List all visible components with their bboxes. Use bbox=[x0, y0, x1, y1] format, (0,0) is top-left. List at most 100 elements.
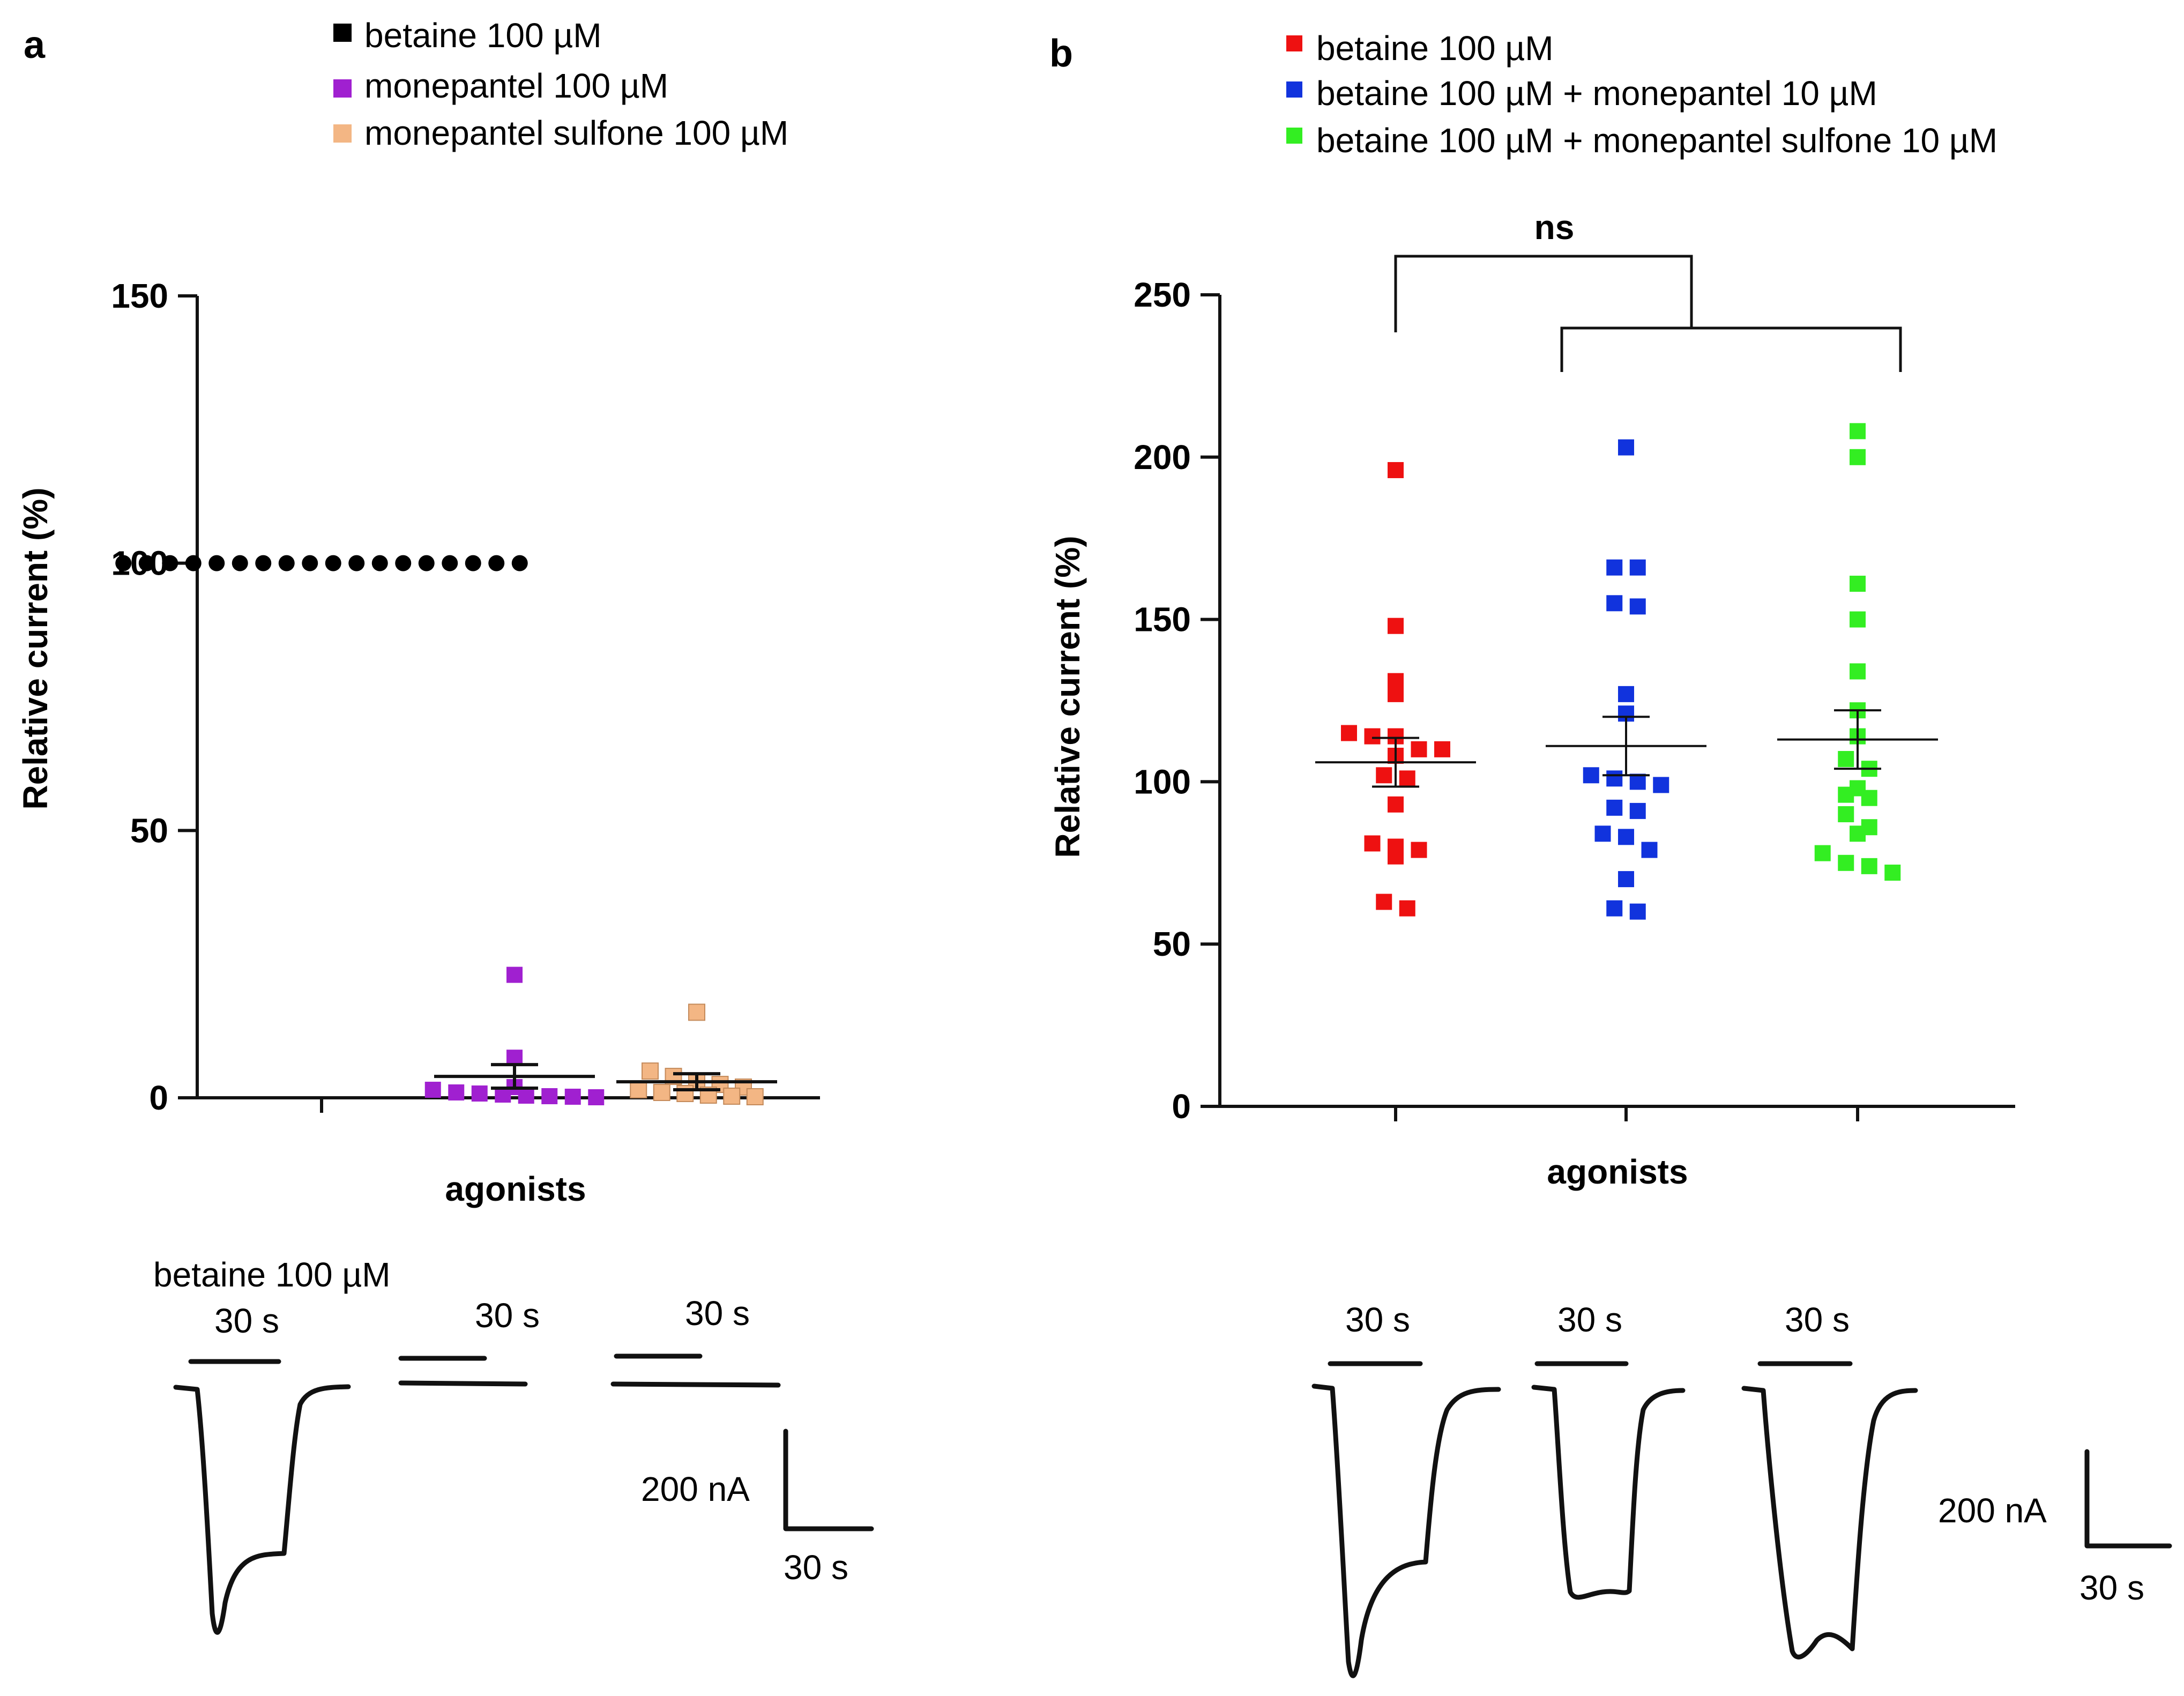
data-point bbox=[1850, 663, 1866, 680]
data-point bbox=[1341, 725, 1357, 741]
data-point bbox=[1606, 559, 1623, 576]
data-point bbox=[1629, 598, 1646, 615]
data-point bbox=[1376, 767, 1392, 784]
data-point bbox=[395, 555, 412, 571]
data-point bbox=[442, 555, 458, 571]
data-point bbox=[1411, 842, 1427, 858]
data-point bbox=[1364, 835, 1381, 852]
data-point bbox=[1376, 894, 1392, 910]
y-tick-label: 200 bbox=[1134, 438, 1191, 477]
legend-entry: monepantel 100 µM bbox=[364, 66, 668, 105]
data-point bbox=[1641, 842, 1658, 858]
y-axis-label-a: Relative current (%) bbox=[16, 487, 55, 809]
data-point bbox=[302, 555, 318, 571]
data-point bbox=[162, 555, 178, 571]
data-point bbox=[1618, 439, 1634, 456]
current-traces-b: 30 s 30 s 30 s 200 nA 30 s bbox=[1311, 1300, 2172, 1678]
data-point bbox=[1388, 462, 1404, 479]
data-point bbox=[1884, 864, 1901, 881]
legend-entry: betaine 100 µM bbox=[1316, 29, 1554, 68]
y-tick-label: 50 bbox=[130, 811, 168, 850]
data-point bbox=[1861, 790, 1877, 806]
data-point bbox=[1618, 829, 1634, 845]
current-traces-a: betaine 100 µM 30 s 30 s 30 s 200 nA 30 … bbox=[153, 1255, 874, 1635]
y-tick-label: 100 bbox=[1134, 762, 1191, 801]
duration-label: 30 s bbox=[475, 1296, 540, 1335]
current-trace bbox=[1311, 1383, 1501, 1678]
data-point bbox=[278, 555, 295, 571]
data-point bbox=[1629, 773, 1646, 790]
data-point bbox=[1399, 900, 1415, 917]
data-point bbox=[1629, 903, 1646, 920]
scale-time-label: 30 s bbox=[2079, 1568, 2144, 1607]
data-point bbox=[371, 555, 388, 571]
data-point bbox=[511, 555, 528, 571]
data-point bbox=[1388, 848, 1404, 865]
x-axis-label-b: agonists bbox=[1547, 1152, 1688, 1191]
data-point bbox=[1653, 777, 1669, 793]
current-trace bbox=[610, 1381, 781, 1388]
significance-label: ns bbox=[1534, 208, 1575, 247]
data-point bbox=[325, 555, 341, 571]
panel-b: b betaine 100 µM betaine 100 µM + monepa… bbox=[1048, 29, 2172, 1678]
data-point bbox=[1399, 770, 1415, 787]
legend-entry: monepantel sulfone 100 µM bbox=[364, 114, 788, 152]
duration-label: 30 s bbox=[685, 1294, 750, 1333]
y-tick-label: 250 bbox=[1134, 276, 1191, 314]
y-tick-label: 150 bbox=[111, 277, 168, 315]
data-point bbox=[1629, 802, 1646, 819]
data-point bbox=[1850, 575, 1866, 592]
data-point bbox=[1850, 825, 1866, 842]
y-tick-label: 0 bbox=[1172, 1087, 1191, 1126]
data-point bbox=[1629, 559, 1646, 576]
data-point bbox=[471, 1085, 488, 1102]
significance-bracket bbox=[1394, 255, 1902, 372]
data-point bbox=[630, 1081, 647, 1099]
data-point bbox=[1618, 871, 1634, 888]
data-point bbox=[676, 1085, 694, 1103]
x-axis-label-a: agonists bbox=[445, 1170, 586, 1208]
scale-bar bbox=[2084, 1449, 2172, 1549]
data-point bbox=[1838, 854, 1854, 871]
data-point bbox=[1606, 799, 1623, 816]
data-point bbox=[1434, 741, 1450, 757]
scale-current-label: 200 nA bbox=[641, 1470, 750, 1508]
panel-label-b: b bbox=[1049, 32, 1073, 75]
current-trace bbox=[173, 1384, 351, 1635]
duration-label: 30 s bbox=[1785, 1300, 1850, 1339]
y-tick-label: 150 bbox=[1134, 600, 1191, 639]
data-point bbox=[185, 555, 202, 571]
data-point bbox=[1850, 423, 1866, 440]
scale-current-label: 200 nA bbox=[1938, 1491, 2047, 1530]
bracket-line bbox=[1394, 255, 1693, 332]
legend-swatch bbox=[333, 24, 352, 42]
data-point bbox=[1861, 858, 1877, 874]
data-point bbox=[642, 1062, 659, 1080]
legend-entry: betaine 100 µM + monepantel sulfone 10 µ… bbox=[1316, 121, 1997, 160]
scale-bar bbox=[783, 1429, 874, 1531]
data-point bbox=[564, 1089, 581, 1105]
current-trace bbox=[1531, 1385, 1686, 1600]
data-point bbox=[518, 1088, 534, 1104]
legend-swatch bbox=[1286, 128, 1302, 144]
panel-label-a: a bbox=[24, 24, 46, 66]
data-point bbox=[1411, 741, 1427, 757]
data-point bbox=[1606, 900, 1623, 917]
data-point bbox=[746, 1088, 764, 1106]
duration-label: 30 s bbox=[214, 1301, 279, 1340]
data-point bbox=[1364, 728, 1381, 745]
scale-time-label: 30 s bbox=[784, 1548, 848, 1587]
data-point bbox=[232, 555, 248, 571]
current-trace bbox=[1741, 1386, 1918, 1660]
data-point bbox=[348, 555, 365, 571]
data-point bbox=[1814, 845, 1831, 861]
data-point bbox=[1388, 796, 1404, 813]
data-point bbox=[1850, 449, 1866, 465]
data-point bbox=[424, 1082, 441, 1098]
data-marks-b bbox=[1315, 423, 1938, 920]
panel-a: a betaine 100 µM monepantel 100 µM monep… bbox=[16, 16, 874, 1635]
axes-b: 0 50 100 150 200 250 bbox=[1134, 276, 2015, 1126]
data-point bbox=[541, 1088, 558, 1105]
